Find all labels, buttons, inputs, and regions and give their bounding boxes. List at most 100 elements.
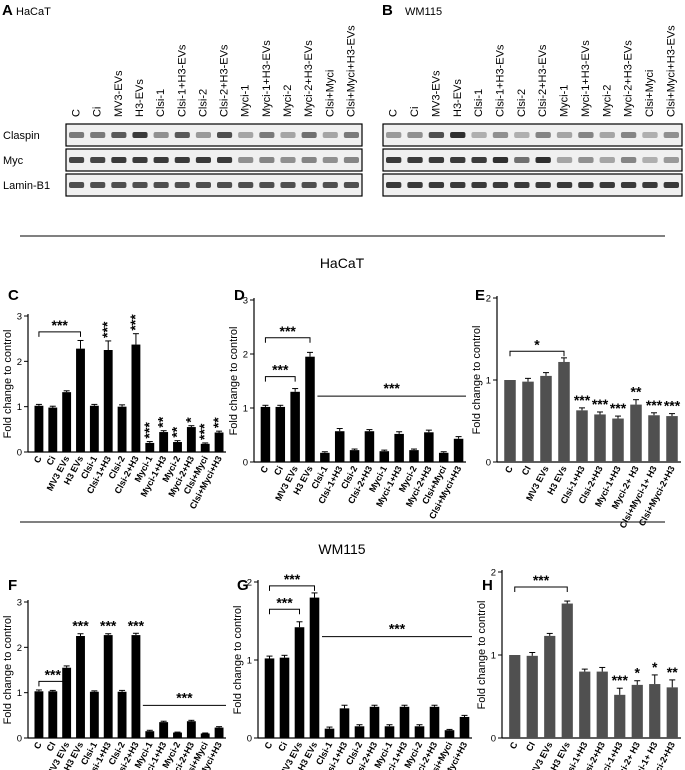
band — [471, 157, 487, 163]
bar — [394, 433, 404, 462]
band — [343, 157, 359, 163]
band — [663, 157, 679, 163]
y-tick-label: 1 — [17, 688, 22, 699]
band — [69, 132, 85, 138]
bar — [364, 431, 375, 462]
panel-label: A — [2, 2, 13, 19]
x-tick-label: C — [32, 740, 44, 751]
significance-label: *** — [612, 672, 629, 688]
panel-label: B — [382, 2, 393, 19]
bar — [399, 706, 410, 738]
y-tick-label: 3 — [243, 296, 248, 307]
band — [343, 132, 359, 138]
bar — [614, 694, 626, 738]
band — [599, 132, 615, 138]
y-tick-label: 0 — [243, 458, 248, 469]
band — [535, 182, 551, 188]
bar — [260, 406, 271, 462]
bar — [34, 691, 44, 738]
band — [663, 182, 679, 188]
bar — [379, 451, 390, 462]
row-label: Myc — [3, 155, 24, 167]
lane-label: Clsi-1+H3-EVs — [176, 44, 188, 117]
lane-label: C — [388, 109, 400, 117]
significance-label: *** — [128, 617, 145, 633]
y-tick-label: 3 — [17, 312, 22, 323]
x-tick-label: Ci — [44, 454, 57, 467]
bar — [666, 416, 678, 462]
lane-label: Myci-2+H3-EVs — [623, 40, 635, 117]
x-tick-label: Ci — [276, 740, 289, 753]
band — [153, 157, 169, 163]
significance-label: * — [534, 336, 540, 352]
y-axis-label: Fold change to control — [2, 616, 14, 725]
significance-label: *** — [592, 396, 609, 412]
bar — [76, 348, 85, 452]
bar — [145, 731, 155, 738]
band — [195, 132, 211, 138]
bar — [453, 438, 464, 462]
significance-bracket — [514, 586, 568, 592]
band — [174, 132, 190, 138]
band — [343, 182, 359, 188]
bar — [504, 380, 516, 462]
lane-label: H3-EVs — [134, 79, 146, 117]
panel-label: F — [8, 577, 17, 594]
lane-label: Clsi-1+H3-EVs — [494, 44, 506, 117]
bar — [294, 627, 305, 738]
y-tick-label: 1 — [17, 402, 22, 413]
x-tick-label: CI — [520, 464, 533, 477]
band — [556, 182, 573, 188]
x-tick-label: C — [258, 464, 270, 475]
band — [301, 182, 317, 188]
row-label: Claspin — [3, 130, 40, 142]
bar — [324, 728, 335, 738]
band — [69, 157, 85, 163]
lane-label: Clsi+Myci+H3-EVs — [345, 25, 357, 117]
significance-label: *** — [280, 323, 297, 339]
panel-label: C — [8, 287, 19, 304]
significance-label: *** — [574, 392, 591, 408]
band — [322, 132, 338, 138]
bar — [612, 418, 624, 462]
band — [407, 182, 423, 188]
panel-label: D — [234, 287, 245, 304]
bar — [279, 657, 290, 738]
significance-bracket — [38, 680, 68, 687]
bar — [561, 603, 573, 738]
cell-line-title: WM115 — [405, 6, 442, 18]
x-tick-label: C — [503, 464, 515, 475]
blot-strip — [382, 123, 683, 147]
band — [578, 157, 594, 163]
bar — [349, 450, 360, 462]
band — [578, 182, 594, 188]
significance-label: * — [635, 665, 641, 681]
band — [620, 157, 637, 163]
y-axis-label: Fold change to control — [476, 601, 488, 710]
bar — [89, 691, 99, 738]
bar — [117, 406, 127, 452]
bar — [200, 733, 210, 738]
section-dividers: HaCaT WM115 — [20, 235, 665, 557]
significance-bracket — [269, 608, 300, 615]
significance-label: * — [652, 659, 658, 675]
significance-label: *** — [100, 618, 117, 634]
y-tick-label: 0 — [486, 458, 491, 469]
lane-label: MV3-EVs — [430, 70, 442, 117]
bar — [459, 716, 470, 738]
x-tick-label: Ci — [272, 464, 285, 477]
band — [492, 132, 509, 138]
lane-label: Clsi-2+H3-EVs — [219, 44, 231, 117]
blot-strip — [382, 173, 683, 197]
significance-label: *** — [127, 314, 143, 331]
y-tick-label: 1 — [247, 656, 252, 667]
band — [259, 132, 275, 138]
band — [322, 182, 338, 188]
bar — [186, 721, 196, 738]
bar — [159, 722, 169, 738]
band — [132, 182, 148, 188]
lane-label: Ci — [409, 107, 421, 117]
